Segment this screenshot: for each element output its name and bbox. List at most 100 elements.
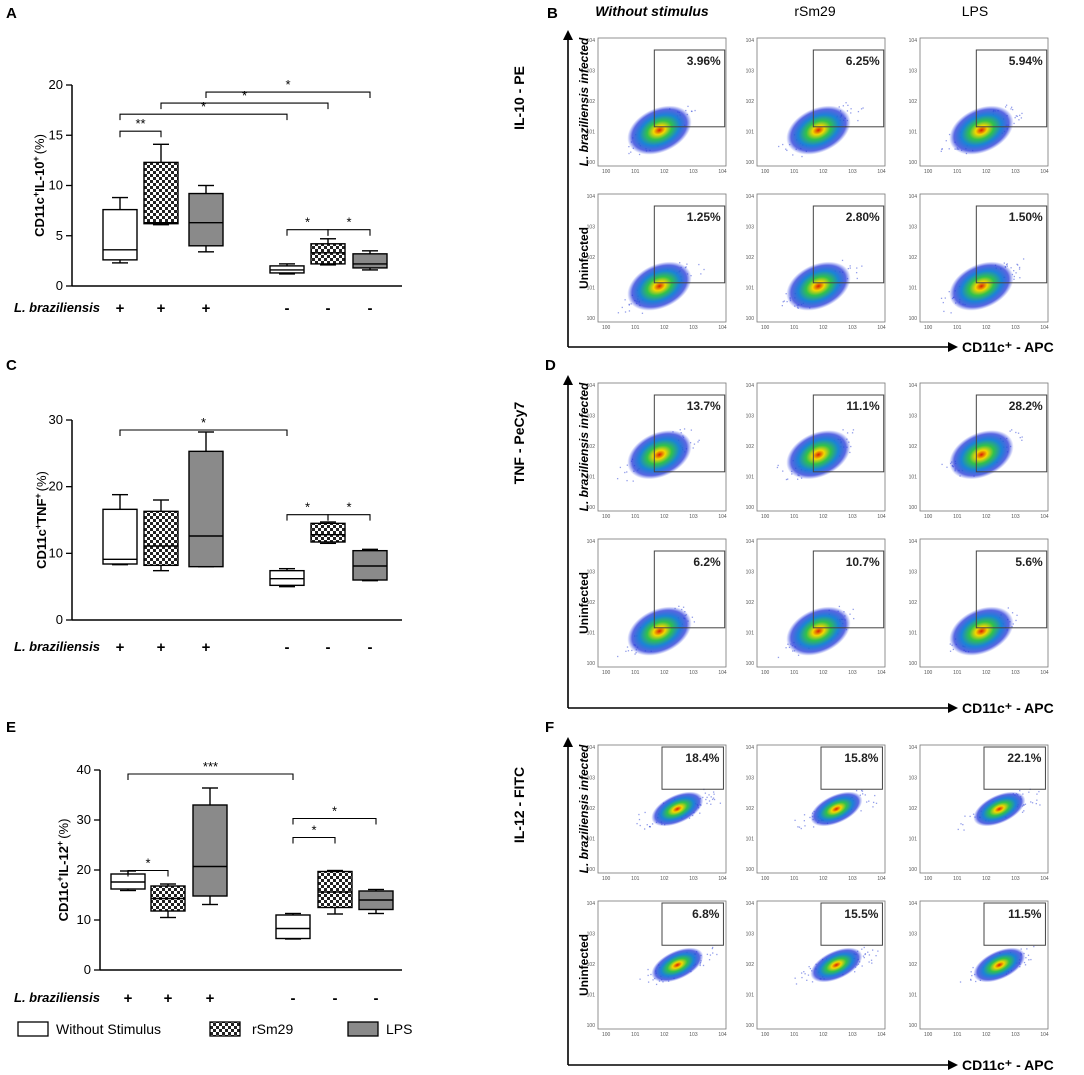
significance-label: * xyxy=(201,99,206,114)
flow-tick-label: 104 xyxy=(909,38,918,44)
y-label-part: CD11c xyxy=(32,197,47,237)
flow-event xyxy=(624,471,626,474)
flow-tick-label: 103 xyxy=(746,225,755,231)
bracket-line xyxy=(286,514,329,521)
significance-bracket: * xyxy=(119,415,288,436)
box-6 xyxy=(352,250,388,271)
flow-event xyxy=(850,112,852,114)
flow-tick-label: 104 xyxy=(587,383,596,389)
flow-tick-label: 104 xyxy=(587,901,596,907)
flow-event xyxy=(648,826,651,828)
y-tick-label: 30 xyxy=(49,412,63,427)
significance-label: * xyxy=(305,500,310,515)
flow-tick-label: 100 xyxy=(924,169,933,175)
flow-event xyxy=(1030,958,1032,961)
flow-event xyxy=(630,151,632,153)
flow-event xyxy=(1039,804,1041,806)
flow-event xyxy=(713,798,716,801)
flow-plot: 100 100 101 101 102 102 103 103 104 104 1.25% xyxy=(587,193,727,331)
flow-event xyxy=(862,955,865,957)
flow-col-header-without-stimulus: Without stimulus xyxy=(595,3,709,19)
flow-event xyxy=(708,959,711,961)
y-tick-label: 0 xyxy=(56,278,63,293)
flow-event xyxy=(864,794,866,796)
flow-tick-label: 102 xyxy=(982,514,991,520)
flow-gate-percent: 6.2% xyxy=(693,555,721,569)
flow-event xyxy=(1021,439,1023,441)
flow-tick-label: 101 xyxy=(790,876,799,882)
flow-event xyxy=(811,981,814,983)
flow-density xyxy=(949,261,1014,311)
flow-event xyxy=(875,955,877,957)
significance-bracket: *** xyxy=(127,759,294,780)
flow-tick-label: 103 xyxy=(746,69,755,75)
flow-gate xyxy=(653,49,726,128)
flow-gate xyxy=(812,49,885,128)
bracket-line xyxy=(292,817,377,825)
flow-panel-b: CD11c⁺ - APC IL-10 - PE L. braziliensis in… xyxy=(511,30,1054,355)
significance-bracket: * xyxy=(205,77,371,99)
flow-tick-label: 101 xyxy=(790,169,799,175)
flow-event xyxy=(847,267,849,270)
flow-event xyxy=(785,478,788,481)
flow-event xyxy=(803,814,806,816)
flow-gate xyxy=(812,394,885,473)
y-axis-label: CD11c+IL-12+(%) xyxy=(55,819,71,922)
flow-gate-percent: 22.1% xyxy=(1007,751,1041,765)
flow-tick-label: 102 xyxy=(746,806,755,812)
flow-tick-label: 101 xyxy=(790,670,799,676)
flow-event xyxy=(1013,122,1015,125)
significance-label: * xyxy=(332,804,337,819)
flow-event xyxy=(1025,957,1027,959)
flow-event xyxy=(800,972,803,974)
flow-tick-label: 101 xyxy=(631,325,640,331)
flow-event xyxy=(872,801,875,804)
flow-tick-label: 103 xyxy=(587,69,596,75)
flow-tick-label: 104 xyxy=(1040,514,1049,520)
flow-event xyxy=(972,966,974,969)
flow-gate-percent: 5.94% xyxy=(1009,54,1043,68)
infection-row-label: L. braziliensis xyxy=(14,639,100,654)
flow-event xyxy=(1006,263,1008,265)
flow-tick-label: 102 xyxy=(746,444,755,450)
flow-tick-label: 104 xyxy=(877,670,886,676)
flow-gate-percent: 11.1% xyxy=(846,399,880,413)
flow-tick-label: 104 xyxy=(909,383,918,389)
flow-gate xyxy=(975,49,1048,128)
significance-bracket: * xyxy=(327,215,371,236)
flow-x-axis-label: CD11c⁺ - APC xyxy=(962,339,1054,355)
flow-event xyxy=(855,790,858,792)
flow-event xyxy=(692,447,694,449)
y-label-part: CD11c xyxy=(56,882,71,922)
category-label: - xyxy=(285,639,290,656)
flow-tick-label: 102 xyxy=(660,670,669,676)
flow-col-header-rsm29: rSm29 xyxy=(794,3,835,19)
flow-event xyxy=(786,300,788,303)
flow-event xyxy=(690,429,693,431)
flow-event xyxy=(1012,108,1014,111)
flow-tick-label: 103 xyxy=(1011,670,1020,676)
flow-row-label: Uninfected xyxy=(577,572,591,634)
flow-event xyxy=(946,466,948,468)
flow-tick-label: 102 xyxy=(660,325,669,331)
flow-event xyxy=(948,290,950,293)
flow-tick-label: 100 xyxy=(761,1032,770,1038)
flow-tick-label: 103 xyxy=(848,670,857,676)
category-label: + xyxy=(164,990,173,1007)
bracket-line xyxy=(127,773,294,780)
flow-tick-label: 103 xyxy=(587,776,596,782)
flow-tick-label: 100 xyxy=(746,316,755,322)
box-3 xyxy=(188,431,224,568)
legend-swatch-without-stimulus xyxy=(17,1021,49,1037)
flow-event xyxy=(1036,799,1038,801)
flow-tick-label: 104 xyxy=(718,670,727,676)
flow-event xyxy=(1028,791,1030,793)
flow-event xyxy=(1022,793,1024,795)
flow-tick-label: 102 xyxy=(982,169,991,175)
flow-tick-label: 100 xyxy=(761,169,770,175)
flow-event xyxy=(846,110,849,112)
flow-gate-percent: 13.7% xyxy=(687,399,721,413)
flow-event xyxy=(628,145,630,148)
category-label: - xyxy=(326,639,331,656)
flow-event xyxy=(809,967,812,970)
